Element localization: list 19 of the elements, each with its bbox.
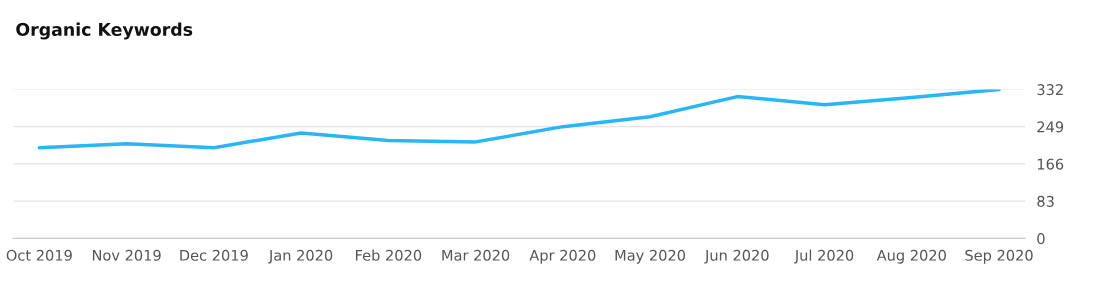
x-tick-label: Sep 2020 [965,249,1033,264]
y-tick-label: 0 [1037,233,1045,245]
x-tick-label: Mar 2020 [442,249,510,261]
y-tick-label: 83 [1037,195,1054,207]
line-series [37,89,1001,150]
x-tick-label: Jan 2020 [268,249,333,264]
x-tick-label: May 2020 [615,249,686,264]
x-tick-label: Aug 2020 [876,249,946,264]
y-tick-label: 249 [1037,121,1064,133]
x-tick-label: Nov 2019 [92,249,161,261]
x-tick-label: Jun 2020 [704,249,769,264]
x-tick-label: Feb 2020 [355,249,422,261]
y-tick-label: 332 [1037,84,1063,96]
x-tick-label: Jul 2020 [794,249,854,264]
x-tick-label: Oct 2019 [6,249,72,261]
chart-title: Organic Keywords [16,22,193,40]
y-tick-label: 166 [1037,158,1064,170]
x-tick-label: Apr 2020 [529,249,596,264]
x-tick-label: Dec 2019 [180,249,248,261]
